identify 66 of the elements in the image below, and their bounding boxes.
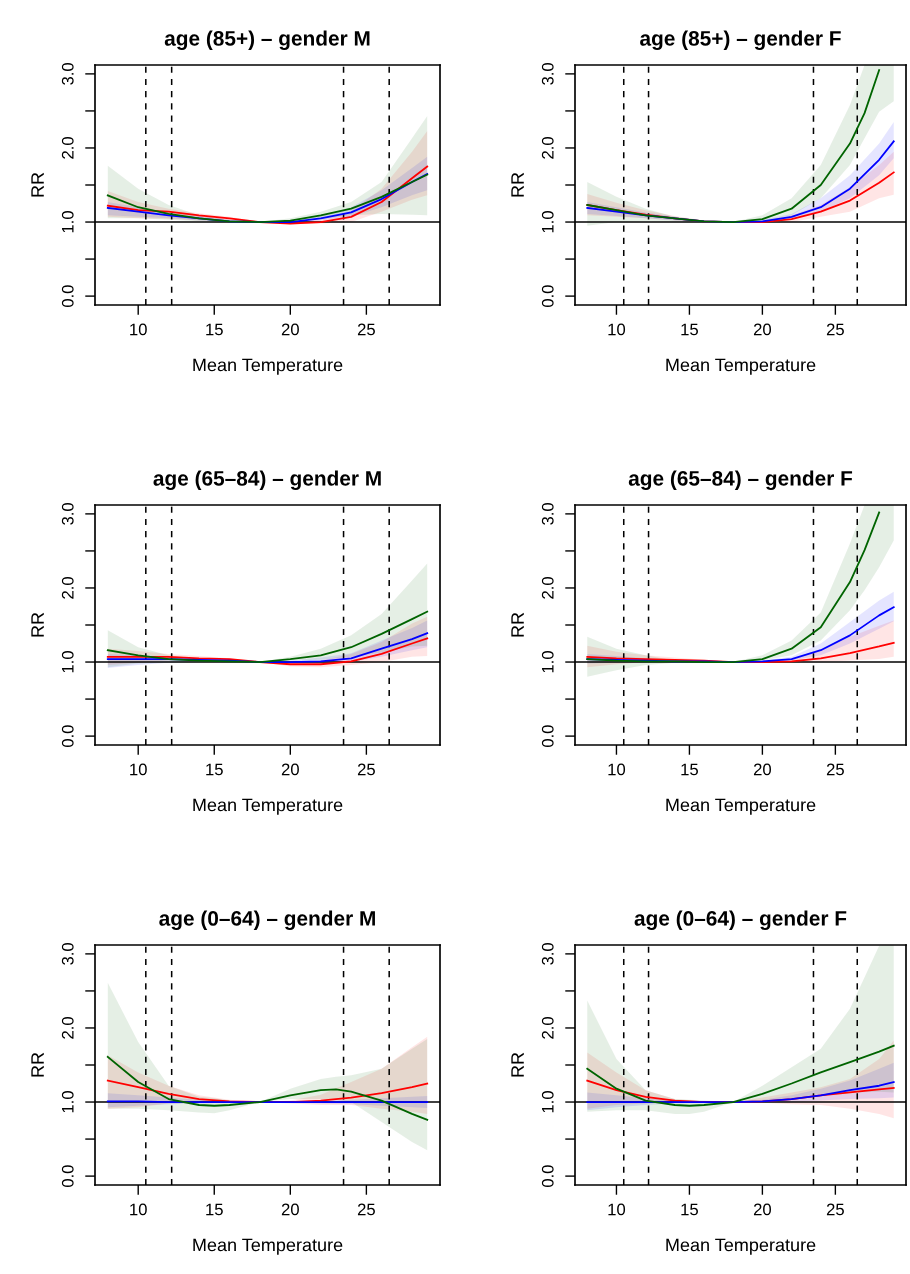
y-tick-label: 3.0 — [541, 62, 554, 85]
x-tick-label: 15 — [206, 763, 223, 776]
x-tick-label: 15 — [681, 1203, 698, 1216]
chart-title: age (0–64) – gender M — [159, 910, 375, 930]
y-tick-label: 2.0 — [541, 137, 554, 159]
x-tick-label: 20 — [753, 1203, 772, 1216]
y-tick-label: 1.0 — [541, 211, 554, 233]
x-tick-label: 10 — [608, 763, 626, 776]
x-tick-label: 10 — [130, 1203, 147, 1216]
chart-title: age (65–84) – gender M — [153, 470, 381, 490]
chart-title: age (0–64) – gender F — [634, 910, 847, 930]
y-tick-label: 3.0 — [61, 942, 74, 965]
x-tick-label: 10 — [130, 323, 147, 336]
chart-title: age (65–84) – gender F — [628, 470, 853, 490]
x-tick-label: 25 — [826, 1203, 844, 1216]
x-tick-label: 15 — [206, 323, 223, 336]
x-tick-label: 25 — [357, 323, 375, 336]
x-axis-title: Mean Temperature — [193, 798, 343, 815]
y-tick-label: 1.0 — [61, 211, 74, 233]
y-tick-label: 2.0 — [61, 1017, 74, 1039]
x-tick-label: 15 — [681, 323, 698, 336]
y-tick-label: 0.0 — [541, 725, 554, 748]
x-tick-label: 20 — [281, 1203, 299, 1216]
x-tick-label: 10 — [130, 763, 147, 776]
y-axis-title: RR — [511, 172, 524, 197]
y-tick-label: 0.0 — [61, 1165, 74, 1188]
x-tick-label: 15 — [206, 1203, 223, 1216]
chart-title: age (85+) – gender F — [640, 30, 841, 50]
y-axis-title: RR — [31, 1052, 44, 1077]
x-tick-label: 25 — [826, 323, 844, 336]
y-axis-title: RR — [511, 612, 524, 637]
y-tick-label: 0.0 — [61, 285, 74, 308]
y-tick-label: 2.0 — [61, 137, 74, 159]
x-tick-label: 25 — [826, 763, 844, 776]
y-tick-label: 1.0 — [61, 1091, 74, 1113]
x-tick-label: 20 — [281, 323, 299, 336]
y-tick-label: 0.0 — [541, 285, 554, 308]
x-axis-title: Mean Temperature — [193, 1238, 343, 1255]
x-tick-label: 20 — [753, 323, 772, 336]
y-tick-label: 3.0 — [541, 942, 554, 965]
y-axis-title: RR — [511, 1052, 524, 1077]
x-tick-label: 10 — [608, 323, 626, 336]
x-tick-label: 25 — [357, 1203, 375, 1216]
chart-title: age (85+) – gender M — [164, 30, 370, 50]
x-tick-label: 15 — [681, 763, 698, 776]
y-tick-label: 3.0 — [61, 502, 74, 525]
x-tick-label: 20 — [753, 763, 772, 776]
x-axis-title: Mean Temperature — [666, 358, 816, 375]
y-tick-label: 3.0 — [541, 502, 554, 525]
y-axis-title: RR — [31, 172, 44, 197]
x-tick-label: 25 — [357, 763, 375, 776]
x-axis-title: Mean Temperature — [666, 798, 816, 815]
y-tick-label: 2.0 — [541, 577, 554, 599]
x-tick-label: 20 — [281, 763, 299, 776]
y-tick-label: 1.0 — [541, 651, 554, 673]
y-tick-label: 1.0 — [61, 651, 74, 673]
y-tick-label: 2.0 — [541, 1017, 554, 1039]
y-tick-label: 0.0 — [61, 725, 74, 748]
x-tick-label: 10 — [608, 1203, 626, 1216]
x-axis-title: Mean Temperature — [666, 1238, 816, 1255]
y-tick-label: 1.0 — [541, 1091, 554, 1113]
y-tick-label: 3.0 — [61, 62, 74, 85]
y-axis-title: RR — [31, 612, 44, 637]
y-tick-label: 0.0 — [541, 1165, 554, 1188]
y-tick-label: 2.0 — [61, 577, 74, 599]
x-axis-title: Mean Temperature — [193, 358, 343, 375]
